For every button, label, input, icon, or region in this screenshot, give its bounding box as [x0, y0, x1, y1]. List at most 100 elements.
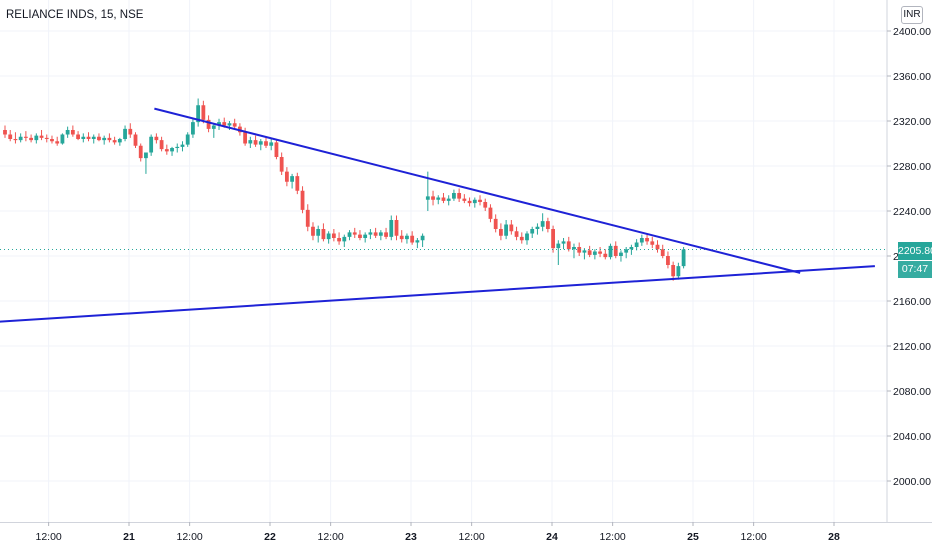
candle[interactable]: [274, 139, 279, 160]
candle[interactable]: [405, 233, 409, 244]
candle[interactable]: [577, 242, 582, 257]
candle[interactable]: [582, 248, 587, 260]
candle[interactable]: [634, 239, 639, 251]
candle[interactable]: [191, 118, 195, 138]
candle[interactable]: [608, 243, 613, 260]
time-axis[interactable]: 12:00 21 12:00 22 12:00 23 12:00 24 12:00 25 12:00…: [35, 522, 840, 543]
candle[interactable]: [587, 245, 592, 258]
candle[interactable]: [452, 189, 456, 201]
candle[interactable]: [60, 133, 65, 145]
candle[interactable]: [159, 136, 164, 152]
candle[interactable]: [321, 223, 326, 242]
candle[interactable]: [488, 204, 493, 223]
candle[interactable]: [258, 139, 263, 151]
candle[interactable]: [76, 131, 80, 141]
candle[interactable]: [556, 240, 561, 265]
candle[interactable]: [55, 136, 60, 146]
candle[interactable]: [363, 232, 368, 243]
candle[interactable]: [112, 136, 117, 145]
candle[interactable]: [65, 126, 70, 138]
candle[interactable]: [671, 261, 676, 281]
candle[interactable]: [624, 247, 629, 259]
candle[interactable]: [378, 230, 383, 241]
candle[interactable]: [666, 251, 670, 269]
candle[interactable]: [655, 240, 660, 253]
candle[interactable]: [431, 190, 435, 206]
candle[interactable]: [499, 223, 503, 241]
candle[interactable]: [175, 143, 180, 153]
candle[interactable]: [337, 232, 341, 245]
candle[interactable]: [8, 130, 13, 142]
candle[interactable]: [650, 236, 655, 249]
candle[interactable]: [102, 135, 107, 145]
candle[interactable]: [133, 132, 138, 148]
candle[interactable]: [185, 132, 190, 147]
candle[interactable]: [211, 123, 216, 138]
candle[interactable]: [232, 118, 237, 129]
candle[interactable]: [462, 194, 467, 204]
candle[interactable]: [248, 136, 253, 148]
candle[interactable]: [535, 223, 540, 235]
candle[interactable]: [107, 133, 112, 143]
candle[interactable]: [514, 226, 519, 241]
candle[interactable]: [467, 197, 472, 207]
candle[interactable]: [373, 227, 378, 238]
candle[interactable]: [81, 133, 86, 143]
candle[interactable]: [34, 133, 39, 144]
candle[interactable]: [347, 230, 352, 241]
candle[interactable]: [446, 195, 451, 206]
candle[interactable]: [154, 133, 159, 144]
candle[interactable]: [352, 227, 357, 238]
candle[interactable]: [117, 137, 122, 146]
candle[interactable]: [326, 231, 331, 244]
candle[interactable]: [44, 134, 49, 143]
candle[interactable]: [206, 115, 211, 133]
candle[interactable]: [394, 215, 399, 241]
candle[interactable]: [504, 220, 509, 240]
candle[interactable]: [264, 136, 268, 148]
candle[interactable]: [457, 188, 462, 203]
candle[interactable]: [681, 247, 686, 269]
candle[interactable]: [279, 152, 284, 176]
candle[interactable]: [144, 152, 148, 174]
candle[interactable]: [415, 238, 420, 249]
candle[interactable]: [483, 198, 488, 211]
candle[interactable]: [545, 217, 550, 233]
candle[interactable]: [284, 167, 289, 187]
candle[interactable]: [70, 125, 75, 137]
candle[interactable]: [592, 249, 597, 260]
candle[interactable]: [493, 214, 498, 233]
candle[interactable]: [196, 98, 201, 127]
candle[interactable]: [269, 137, 274, 151]
candle[interactable]: [629, 244, 634, 255]
candle[interactable]: [170, 146, 174, 156]
candle[interactable]: [13, 132, 18, 144]
candle[interactable]: [420, 233, 425, 248]
candle[interactable]: [123, 125, 127, 142]
candle[interactable]: [128, 123, 133, 138]
candle[interactable]: [18, 133, 23, 143]
candle[interactable]: [410, 231, 415, 245]
candle[interactable]: [3, 125, 7, 138]
candle[interactable]: [645, 233, 649, 245]
candlestick-series[interactable]: [0, 98, 887, 281]
ascending-trendline[interactable]: [0, 265, 875, 331]
candle[interactable]: [509, 220, 514, 235]
candle[interactable]: [561, 238, 566, 250]
candle[interactable]: [639, 234, 644, 246]
candle[interactable]: [598, 247, 602, 258]
candle[interactable]: [478, 195, 482, 206]
candle[interactable]: [164, 144, 169, 155]
candle[interactable]: [311, 222, 315, 241]
candle[interactable]: [86, 132, 91, 142]
candle[interactable]: [551, 225, 555, 253]
candle[interactable]: [253, 135, 258, 147]
candle[interactable]: [290, 173, 294, 189]
candle[interactable]: [472, 197, 477, 208]
candle[interactable]: [519, 232, 524, 244]
candle[interactable]: [316, 225, 321, 243]
candle[interactable]: [91, 134, 96, 144]
candle[interactable]: [300, 186, 305, 214]
candle[interactable]: [23, 131, 28, 142]
